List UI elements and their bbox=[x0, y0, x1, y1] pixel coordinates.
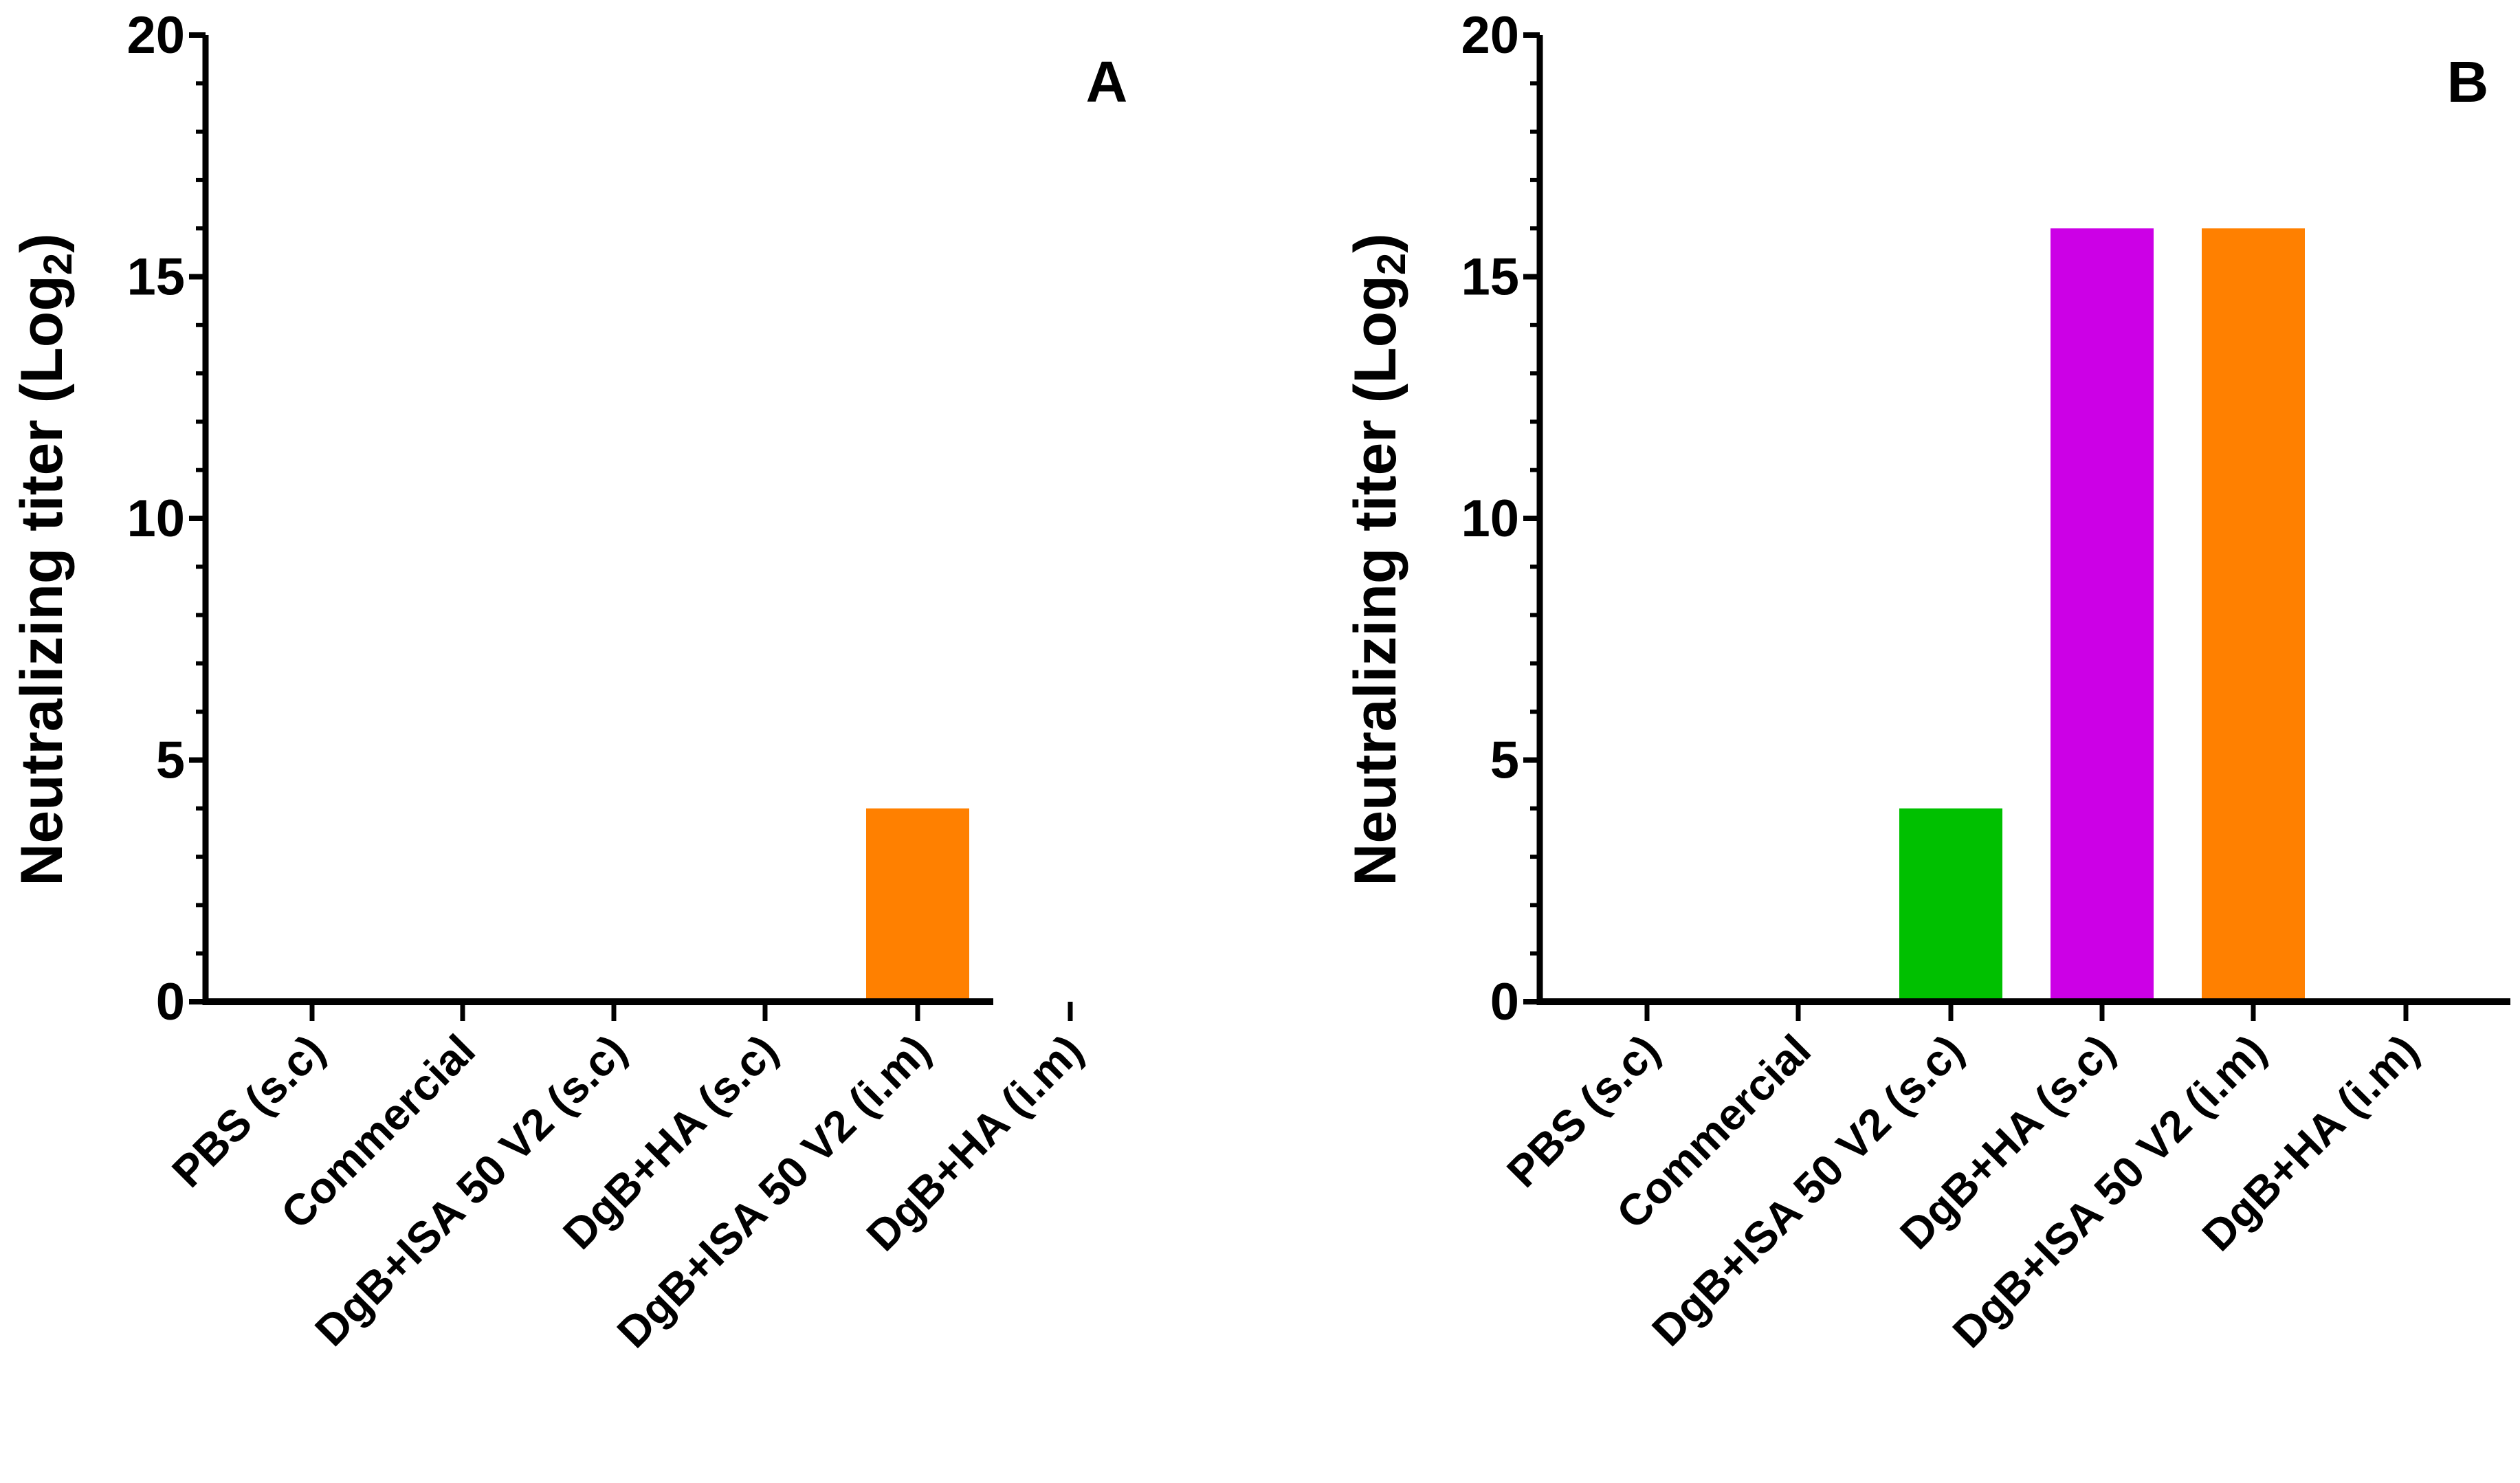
y-tick-label: 5 bbox=[1490, 732, 1519, 790]
bar-3 bbox=[1899, 808, 2002, 1002]
y-axis-title-subscript: 2 bbox=[36, 253, 80, 275]
y-tick-label: 10 bbox=[126, 490, 185, 548]
y-tick-label: 15 bbox=[1461, 248, 1519, 307]
x-tick-label: DgB+ISA 50 V2 (i.m) bbox=[1943, 1025, 2275, 1357]
panel-label: B bbox=[2447, 50, 2489, 114]
bar-5 bbox=[866, 808, 969, 1002]
y-axis-title: Neutralizing titer (Log2) bbox=[9, 233, 80, 886]
y-axis-title-subscript: 2 bbox=[1369, 253, 1414, 275]
bar-5 bbox=[2202, 228, 2305, 1002]
y-tick-label: 10 bbox=[1461, 490, 1519, 548]
y-tick-label: 15 bbox=[126, 248, 185, 307]
y-tick-label: 0 bbox=[156, 973, 185, 1031]
y-tick-label: 5 bbox=[156, 732, 185, 790]
bar-4 bbox=[2051, 228, 2154, 1002]
y-tick-label: 20 bbox=[126, 6, 185, 65]
y-tick-label: 20 bbox=[1461, 6, 1519, 65]
y-tick-label: 0 bbox=[1490, 973, 1519, 1031]
x-tick-label: DgB+ISA 50 V2 (i.m) bbox=[608, 1025, 940, 1357]
panel-label: A bbox=[1086, 50, 1128, 114]
y-axis-title: Neutralizing titer (Log2) bbox=[1342, 233, 1414, 886]
